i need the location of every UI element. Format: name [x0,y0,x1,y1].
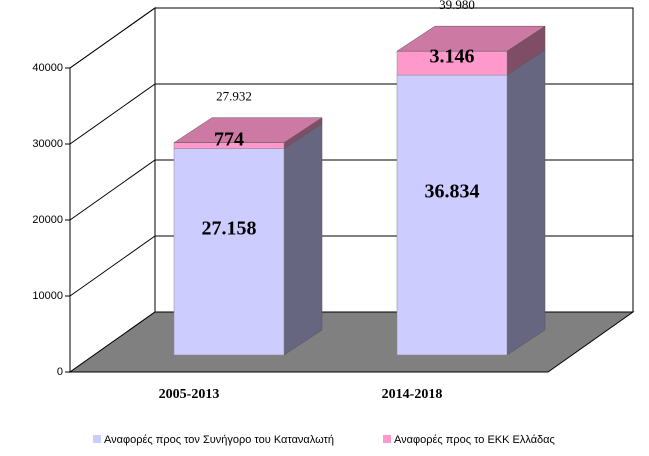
floor [68,311,635,373]
bar [173,148,285,356]
bar-top [396,25,546,52]
grid-line [69,7,633,69]
bar-top [173,117,323,143]
y-tick-label: 40000 [32,62,63,74]
total-label: 39.980 [439,0,475,12]
total-label: 27.932 [216,89,252,104]
value-label: 774 [214,128,244,150]
legend-swatch [383,435,391,443]
value-label: 36.834 [425,181,480,203]
bar [396,74,508,356]
y-tick-label: 20000 [32,214,63,226]
y-tick-label: 0 [57,366,63,378]
bar-side [506,49,546,356]
bar-side [283,123,323,356]
value-label: 27.158 [202,217,257,239]
value-label: 3.146 [430,46,475,68]
x-tick-label: 2005-2013 [159,387,220,402]
y-tick-label: 30000 [32,138,63,150]
y-tick-label: 10000 [32,290,63,302]
legend-label: Αναφορές προς τον Συνήγορο του Καταναλωτ… [104,434,334,446]
legend-label: Αναφορές προς το ΕΚΚ Ελλάδας [394,434,555,446]
legend-swatch [93,435,101,443]
x-tick-label: 2014-2018 [382,387,443,402]
